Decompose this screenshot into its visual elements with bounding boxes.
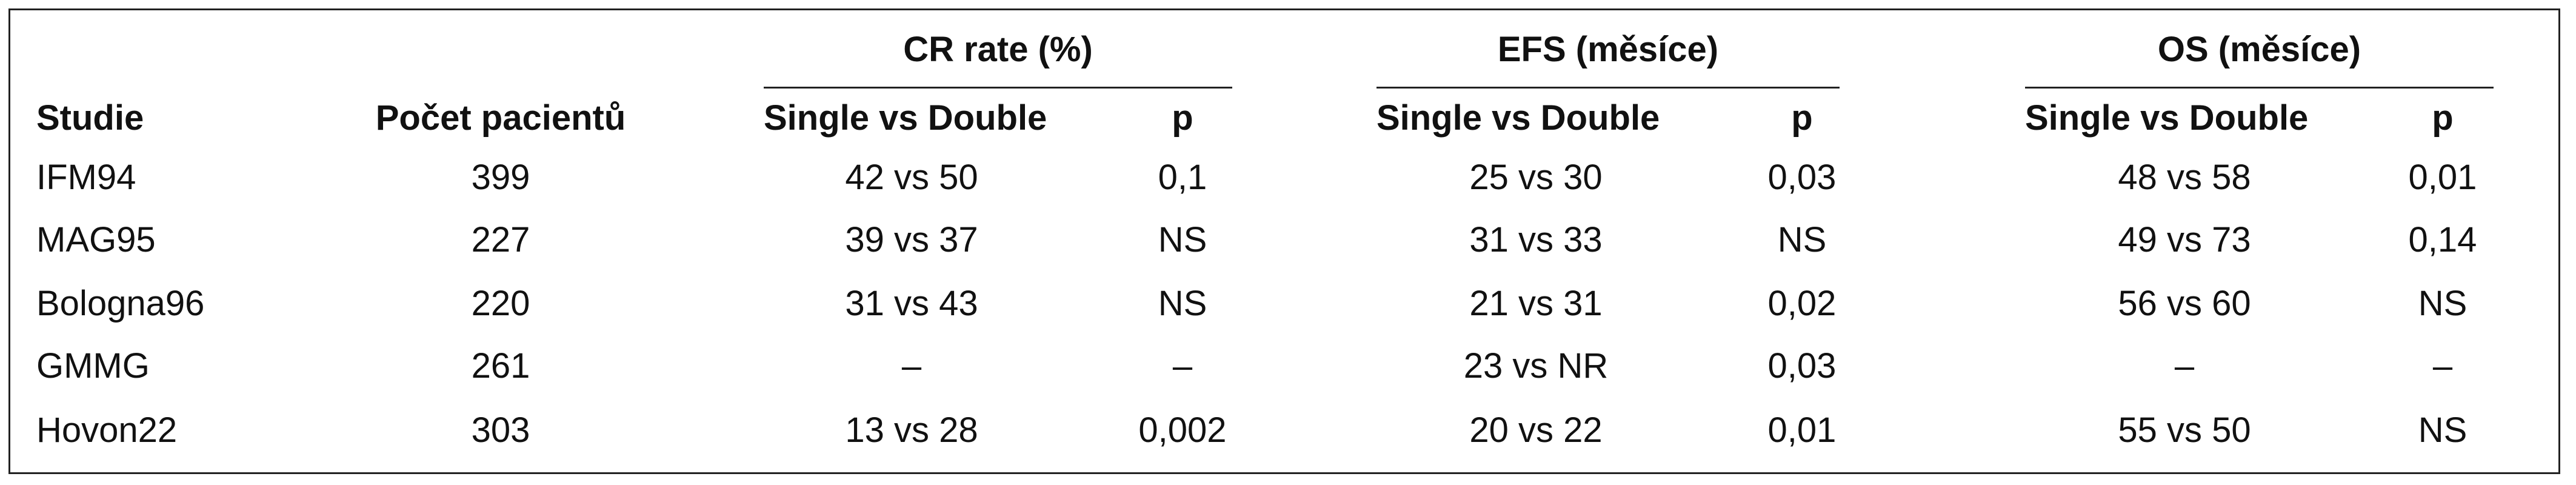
cell-value: 0,002 bbox=[1138, 410, 1227, 450]
cell-value: NS bbox=[2418, 410, 2468, 450]
group-rule bbox=[1376, 87, 1840, 89]
cell-value: – bbox=[901, 346, 922, 386]
study-name: MAG95 bbox=[36, 220, 156, 259]
group-rule bbox=[764, 87, 1232, 89]
cell-value: 55 vs 50 bbox=[2118, 410, 2251, 450]
group-rule bbox=[2025, 87, 2494, 89]
cell-value: 0,01 bbox=[2408, 158, 2477, 197]
table-frame bbox=[8, 8, 2560, 474]
cell-value: NS bbox=[1777, 220, 1827, 259]
cell-value: 303 bbox=[471, 410, 530, 450]
column-header: Studie bbox=[36, 98, 144, 138]
group-header: CR rate (%) bbox=[903, 30, 1093, 69]
cell-value: NS bbox=[1158, 284, 1207, 323]
cell-value: 0,14 bbox=[2408, 220, 2477, 259]
cell-value: 0,02 bbox=[1767, 284, 1837, 323]
cell-value: 261 bbox=[471, 346, 530, 386]
column-header: Single vs Double bbox=[2025, 98, 2309, 138]
cell-value: 42 vs 50 bbox=[845, 158, 978, 197]
cell-value: 56 vs 60 bbox=[2118, 284, 2251, 323]
cell-value: 39 vs 37 bbox=[845, 220, 978, 259]
cell-value: 31 vs 43 bbox=[845, 284, 978, 323]
column-header: Počet pacientů bbox=[375, 98, 626, 138]
column-header: Single vs Double bbox=[1376, 98, 1660, 138]
group-header: EFS (měsíce) bbox=[1497, 30, 1719, 69]
column-header: Single vs Double bbox=[764, 98, 1047, 138]
column-header: p bbox=[2432, 98, 2454, 138]
cell-value: NS bbox=[1158, 220, 1207, 259]
study-name: IFM94 bbox=[36, 158, 136, 197]
cell-value: – bbox=[2432, 346, 2453, 386]
cell-value: 220 bbox=[471, 284, 530, 323]
cell-value: 23 vs NR bbox=[1463, 346, 1609, 386]
cell-value: 0,01 bbox=[1767, 410, 1837, 450]
cell-value: 0,1 bbox=[1158, 158, 1207, 197]
study-name: Bologna96 bbox=[36, 284, 205, 323]
cell-value: – bbox=[2174, 346, 2195, 386]
cell-value: 20 vs 22 bbox=[1469, 410, 1603, 450]
cell-value: 48 vs 58 bbox=[2118, 158, 2251, 197]
cell-value: 227 bbox=[471, 220, 530, 259]
cell-value: 13 vs 28 bbox=[845, 410, 978, 450]
cell-value: – bbox=[1172, 346, 1193, 386]
column-header: p bbox=[1791, 98, 1813, 138]
study-name: Hovon22 bbox=[36, 410, 178, 450]
cell-value: 0,03 bbox=[1767, 346, 1837, 386]
cell-value: 31 vs 33 bbox=[1469, 220, 1603, 259]
cell-value: 49 vs 73 bbox=[2118, 220, 2251, 259]
column-header: p bbox=[1172, 98, 1193, 138]
cell-value: 25 vs 30 bbox=[1469, 158, 1603, 197]
group-header: OS (měsíce) bbox=[2157, 30, 2361, 69]
cell-value: 21 vs 31 bbox=[1469, 284, 1603, 323]
cell-value: 399 bbox=[471, 158, 530, 197]
study-name: GMMG bbox=[36, 346, 150, 386]
cell-value: 0,03 bbox=[1767, 158, 1837, 197]
cell-value: NS bbox=[2418, 284, 2468, 323]
